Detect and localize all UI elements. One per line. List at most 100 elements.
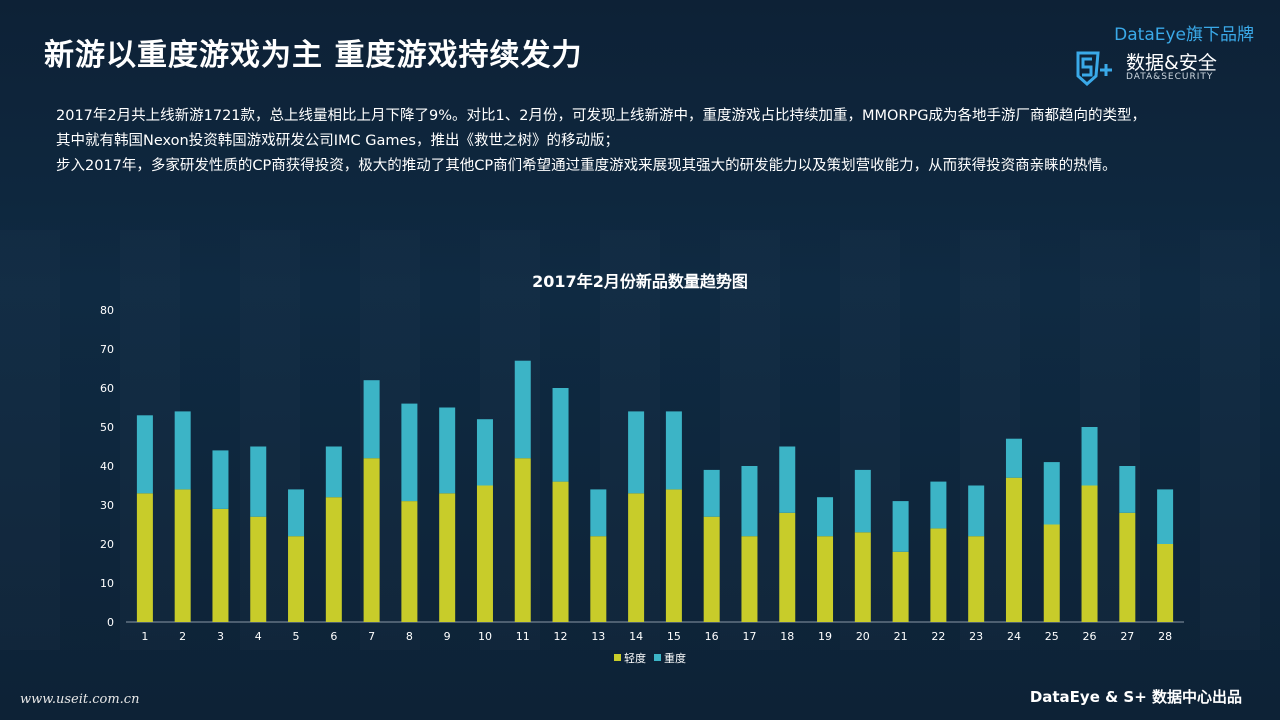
brand-en-label: DATA&SECURITY bbox=[1126, 72, 1214, 82]
x-tick-label: 1 bbox=[141, 630, 148, 643]
bar-light-segment bbox=[1157, 544, 1174, 622]
bar-light-segment bbox=[401, 501, 418, 622]
bar-heavy-segment bbox=[250, 446, 267, 517]
bar-light-segment bbox=[703, 516, 720, 622]
bar-light-segment bbox=[212, 508, 229, 622]
bar-light-segment bbox=[968, 536, 985, 622]
x-tick-label: 27 bbox=[1120, 630, 1134, 643]
x-tick-label: 24 bbox=[1007, 630, 1021, 643]
bar-heavy-segment bbox=[892, 501, 909, 552]
bar-light-segment bbox=[552, 481, 569, 622]
bar-light-segment bbox=[136, 493, 153, 622]
bar-light-segment bbox=[741, 536, 758, 622]
x-tick-label: 23 bbox=[969, 630, 983, 643]
bar-heavy-segment bbox=[703, 469, 720, 517]
bar-light-segment bbox=[250, 516, 267, 622]
brand-block: DataEye旗下品牌 数据&安全 DATA&SECURITY bbox=[1074, 20, 1254, 90]
footer-watermark: www.useit.com.cn bbox=[20, 692, 140, 707]
bar-heavy-segment bbox=[1043, 462, 1060, 525]
bar-light-segment bbox=[288, 536, 305, 622]
legend-swatch bbox=[654, 654, 661, 661]
bar-light-segment bbox=[439, 493, 456, 622]
bar-light-segment bbox=[1005, 477, 1022, 622]
y-tick-label: 10 bbox=[100, 577, 114, 590]
bar-heavy-segment bbox=[288, 489, 305, 537]
bar-heavy-segment bbox=[817, 497, 834, 537]
bar-heavy-segment bbox=[136, 415, 153, 494]
x-tick-label: 18 bbox=[780, 630, 794, 643]
bar-heavy-segment bbox=[779, 446, 796, 513]
bar-heavy-segment bbox=[476, 419, 493, 486]
bar-light-segment bbox=[665, 489, 682, 622]
x-tick-label: 17 bbox=[742, 630, 756, 643]
x-tick-label: 9 bbox=[444, 630, 451, 643]
bar-light-segment bbox=[930, 528, 947, 622]
bar-heavy-segment bbox=[514, 360, 531, 459]
bar-light-segment bbox=[363, 458, 380, 622]
bar-light-segment bbox=[817, 536, 834, 622]
x-tick-label: 6 bbox=[330, 630, 337, 643]
bar-light-segment bbox=[590, 536, 607, 622]
bar-heavy-segment bbox=[552, 388, 569, 482]
y-tick-label: 40 bbox=[100, 460, 114, 473]
bar-heavy-segment bbox=[325, 446, 342, 498]
bar-heavy-segment bbox=[665, 411, 682, 490]
bar-light-segment bbox=[174, 489, 191, 622]
x-tick-label: 11 bbox=[516, 630, 530, 643]
y-tick-label: 0 bbox=[107, 616, 114, 629]
x-tick-label: 26 bbox=[1083, 630, 1097, 643]
bar-heavy-segment bbox=[590, 489, 607, 537]
bar-light-segment bbox=[1043, 524, 1060, 622]
x-tick-label: 15 bbox=[667, 630, 681, 643]
bar-heavy-segment bbox=[968, 485, 985, 537]
bar-light-segment bbox=[476, 485, 493, 622]
x-tick-label: 13 bbox=[591, 630, 605, 643]
legend-label: 重度 bbox=[664, 651, 686, 665]
bar-light-segment bbox=[325, 497, 342, 622]
bar-heavy-segment bbox=[628, 411, 645, 494]
bar-heavy-segment bbox=[401, 403, 418, 502]
bar-light-segment bbox=[779, 512, 796, 622]
bar-heavy-segment bbox=[174, 411, 191, 490]
x-tick-label: 21 bbox=[894, 630, 908, 643]
legend-label: 轻度 bbox=[624, 651, 646, 665]
x-tick-label: 5 bbox=[293, 630, 300, 643]
shield-logo-icon bbox=[1076, 51, 1112, 86]
x-tick-label: 20 bbox=[856, 630, 870, 643]
bar-light-segment bbox=[1119, 512, 1136, 622]
x-tick-label: 2 bbox=[179, 630, 186, 643]
paragraph-1: 2017年2月共上线新游1721款，总上线量相比上月下降了9%。对比1、2月份，… bbox=[56, 108, 1146, 149]
page-title: 新游以重度游戏为主 重度游戏持续发力 bbox=[44, 38, 583, 73]
y-tick-label: 20 bbox=[100, 538, 114, 551]
x-tick-label: 28 bbox=[1158, 630, 1172, 643]
x-tick-label: 14 bbox=[629, 630, 643, 643]
x-tick-label: 16 bbox=[705, 630, 719, 643]
paragraph-2: 步入2017年，多家研发性质的CP商获得投资，极大的推动了其他CP商们希望通过重… bbox=[56, 158, 1117, 174]
x-tick-label: 12 bbox=[554, 630, 568, 643]
bar-heavy-segment bbox=[930, 481, 947, 529]
x-tick-label: 7 bbox=[368, 630, 375, 643]
y-tick-label: 70 bbox=[100, 343, 114, 356]
x-tick-label: 8 bbox=[406, 630, 413, 643]
bar-heavy-segment bbox=[741, 466, 758, 537]
x-tick-label: 3 bbox=[217, 630, 224, 643]
chart-title: 2017年2月份新品数量趋势图 bbox=[532, 272, 748, 291]
x-tick-label: 25 bbox=[1045, 630, 1059, 643]
x-tick-label: 10 bbox=[478, 630, 492, 643]
bar-light-segment bbox=[854, 532, 871, 622]
legend-swatch bbox=[614, 654, 621, 661]
bar-light-segment bbox=[628, 493, 645, 622]
bar-heavy-segment bbox=[1005, 438, 1022, 478]
brand-top-label: DataEye旗下品牌 bbox=[1114, 25, 1254, 45]
footer-credit: DataEye & S+ 数据中心出品 bbox=[1029, 688, 1242, 706]
x-tick-label: 22 bbox=[931, 630, 945, 643]
y-tick-label: 60 bbox=[100, 382, 114, 395]
bar-light-segment bbox=[892, 551, 909, 622]
bar-heavy-segment bbox=[854, 469, 871, 533]
y-tick-label: 80 bbox=[100, 304, 114, 317]
bar-heavy-segment bbox=[1081, 427, 1098, 486]
y-tick-label: 50 bbox=[100, 421, 114, 434]
description-text: 2017年2月共上线新游1721款，总上线量相比上月下降了9%。对比1、2月份，… bbox=[56, 104, 1156, 179]
bar-heavy-segment bbox=[363, 380, 380, 459]
